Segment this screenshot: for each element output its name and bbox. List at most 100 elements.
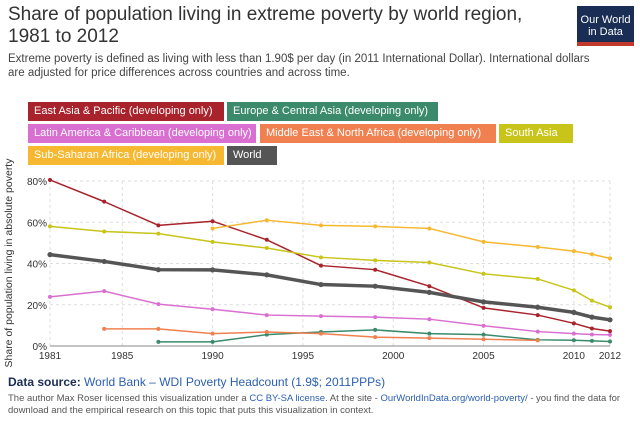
data-point bbox=[156, 223, 161, 228]
legend-item-sub-saharan-africa[interactable]: Sub-Saharan Africa (developing only) bbox=[28, 146, 224, 165]
y-tick-label: 80% bbox=[27, 177, 47, 188]
chart-subtitle: Extreme poverty is defined as living wit… bbox=[8, 53, 590, 79]
data-point bbox=[535, 304, 541, 310]
data-source-link[interactable]: World Bank – WDI Poverty Headcount (1.9$… bbox=[84, 375, 386, 389]
legend-item-middle-east-north-africa[interactable]: Middle East & North Africa (developing o… bbox=[260, 124, 496, 143]
data-point bbox=[481, 271, 486, 276]
data-point bbox=[318, 314, 323, 319]
data-point bbox=[373, 267, 378, 272]
data-point bbox=[589, 298, 594, 303]
series-south-asia[interactable] bbox=[48, 224, 612, 310]
data-point bbox=[571, 249, 576, 254]
data-point bbox=[589, 252, 594, 257]
data-point bbox=[535, 329, 540, 334]
line-chart: 0% 20% 40% 60% 80% 1981 1985 1990 1995 2000 2005 20… bbox=[27, 177, 622, 362]
data-point bbox=[210, 226, 215, 231]
legend-item-latin-america-caribbean[interactable]: Latin America & Caribbean (developing on… bbox=[28, 124, 256, 143]
data-point bbox=[156, 326, 161, 331]
series-world[interactable] bbox=[47, 252, 613, 323]
data-point bbox=[608, 256, 612, 261]
legend-item-europe-central-asia[interactable]: Europe & Central Asia (developing only) bbox=[227, 102, 438, 121]
data-point bbox=[373, 224, 378, 229]
data-point bbox=[48, 224, 52, 229]
data-point bbox=[481, 305, 486, 310]
y-tick-label: 0% bbox=[33, 342, 48, 353]
data-point bbox=[481, 323, 486, 328]
data-point bbox=[373, 335, 378, 340]
legend-label: Sub-Saharan Africa (developing only) bbox=[34, 149, 217, 161]
series-lines bbox=[47, 177, 613, 344]
series-europe-central-asia-developing-only[interactable] bbox=[156, 327, 612, 344]
legend-label: South Asia bbox=[505, 127, 558, 139]
x-tick-label: 1981 bbox=[39, 351, 62, 362]
data-point bbox=[589, 338, 594, 343]
data-point bbox=[48, 294, 52, 299]
data-point bbox=[318, 331, 323, 336]
legend-label: Middle East & North Africa (developing o… bbox=[266, 127, 482, 139]
data-point bbox=[156, 302, 161, 307]
data-point bbox=[571, 309, 577, 315]
data-point bbox=[102, 289, 107, 294]
license-pre-text: The author Max Roser licensed this visua… bbox=[8, 393, 250, 404]
data-point bbox=[535, 313, 540, 318]
series-line bbox=[49, 252, 611, 322]
series-east-asia-pacific-developing-only[interactable] bbox=[48, 177, 612, 334]
data-point bbox=[607, 317, 613, 323]
data-point bbox=[318, 263, 323, 268]
legend-item-world[interactable]: World bbox=[227, 146, 277, 165]
data-point bbox=[156, 231, 161, 236]
x-tick-label: 2005 bbox=[472, 351, 495, 362]
series-middle-east-north-africa-developing-only[interactable] bbox=[102, 326, 540, 343]
data-point bbox=[480, 299, 487, 305]
data-point bbox=[210, 219, 215, 224]
data-point bbox=[535, 338, 540, 343]
axis-ticks: 0% 20% 40% 60% 80% 1981 1985 1990 1995 2000 2005 20… bbox=[27, 177, 622, 362]
data-point bbox=[373, 315, 378, 320]
data-point bbox=[264, 218, 269, 223]
y-tick-label: 40% bbox=[27, 260, 47, 271]
data-point bbox=[102, 229, 107, 234]
legend-item-east-asia-pacific[interactable]: East Asia & Pacific (developing only) bbox=[28, 102, 224, 121]
data-point bbox=[427, 284, 432, 289]
license-mid-text: . At the site - bbox=[325, 393, 381, 404]
data-point bbox=[156, 339, 161, 344]
data-point bbox=[318, 255, 323, 260]
series-line bbox=[49, 179, 611, 332]
series-latin-america-caribbean-developing-only[interactable] bbox=[48, 289, 612, 337]
license-link[interactable]: CC BY-SA license bbox=[249, 393, 326, 404]
chart-title: Share of population living in extreme po… bbox=[8, 4, 523, 47]
x-tick-label: 2010 bbox=[563, 351, 586, 362]
data-point bbox=[426, 289, 432, 295]
data-point bbox=[48, 177, 52, 182]
legend-label: World bbox=[233, 149, 262, 161]
legend-label: Latin America & Caribbean (developing on… bbox=[34, 127, 252, 139]
data-point bbox=[264, 246, 269, 251]
data-point bbox=[535, 276, 540, 281]
y-axis-label-box: Share of population living in absolute p… bbox=[2, 158, 16, 367]
data-point bbox=[210, 339, 215, 344]
owid-logo[interactable]: Our World in Data bbox=[577, 6, 634, 46]
logo-line-1: Our World bbox=[580, 14, 631, 26]
data-point bbox=[427, 331, 432, 336]
data-source-label: Data source: bbox=[8, 375, 81, 389]
data-point bbox=[209, 267, 216, 273]
data-point bbox=[608, 332, 612, 337]
data-point bbox=[427, 260, 432, 265]
data-point bbox=[373, 327, 378, 332]
data-point bbox=[535, 245, 540, 249]
series-sub-saharan-africa-developing-only[interactable] bbox=[210, 218, 612, 261]
data-point bbox=[427, 226, 432, 231]
site-link[interactable]: OurWorldInData.org/world-poverty/ bbox=[380, 393, 528, 404]
data-point bbox=[102, 199, 107, 204]
x-tick-label: 2000 bbox=[382, 351, 405, 362]
data-point bbox=[589, 332, 594, 337]
data-point bbox=[210, 331, 215, 336]
x-tick-label: 1995 bbox=[292, 351, 315, 362]
data-point bbox=[155, 267, 161, 273]
data-point bbox=[318, 223, 323, 228]
legend-item-south-asia[interactable]: South Asia bbox=[499, 124, 573, 143]
data-point bbox=[372, 283, 378, 289]
data-point bbox=[318, 281, 324, 288]
legend-label: Europe & Central Asia (developing only) bbox=[233, 105, 429, 117]
legend-label: East Asia & Pacific (developing only) bbox=[34, 105, 213, 117]
